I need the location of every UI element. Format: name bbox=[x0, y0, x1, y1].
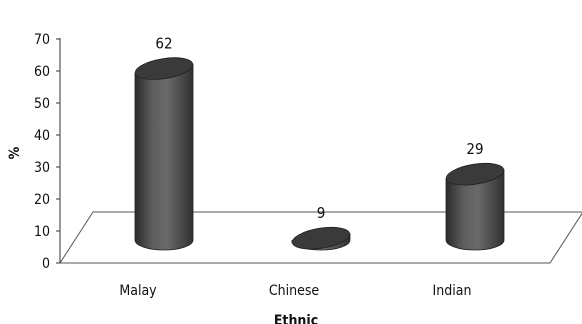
y-axis-title: % bbox=[7, 146, 23, 159]
y-tick-label: 0 bbox=[42, 256, 50, 272]
y-tick-label: 20 bbox=[34, 192, 50, 208]
bar-body bbox=[445, 169, 505, 251]
data-label: 62 bbox=[155, 35, 172, 53]
x-tick-label: Malay bbox=[119, 283, 157, 299]
bar-body bbox=[134, 63, 194, 251]
bar-indian bbox=[445, 162, 505, 251]
bar-top bbox=[291, 226, 351, 250]
bar-malay bbox=[134, 57, 194, 251]
bars: 62 9 29 bbox=[134, 35, 505, 251]
bar-chinese bbox=[291, 226, 351, 251]
y-axis: 0 10 20 30 40 50 60 70 bbox=[34, 32, 60, 272]
data-label: 9 bbox=[317, 204, 326, 222]
y-tick-label: 60 bbox=[34, 64, 50, 80]
y-tick-label: 50 bbox=[34, 96, 50, 112]
y-tick-label: 40 bbox=[34, 128, 50, 144]
y-tick-label: 10 bbox=[34, 224, 50, 240]
y-tick-label: 70 bbox=[34, 32, 50, 48]
x-tick-label: Chinese bbox=[269, 283, 320, 299]
bar-top bbox=[445, 162, 505, 186]
x-tick-label: Indian bbox=[433, 283, 472, 299]
x-axis: Malay Chinese Indian bbox=[119, 283, 471, 299]
chart-floor bbox=[59, 211, 582, 264]
data-label: 29 bbox=[466, 140, 483, 158]
x-axis-title: Ethnic bbox=[274, 313, 318, 324]
bar-top bbox=[134, 57, 194, 80]
y-tick-label: 30 bbox=[34, 160, 50, 176]
